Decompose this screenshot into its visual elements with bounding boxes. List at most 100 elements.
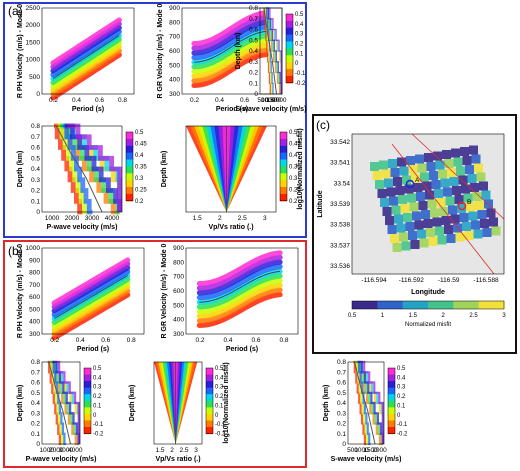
best-profile <box>263 7 277 95</box>
x-tick-label: 3 <box>263 215 267 222</box>
fault-line <box>411 133 505 220</box>
y-tick-label: 700 <box>169 34 180 41</box>
x-tick-label: 1500 <box>267 97 282 104</box>
vpvs-profiles <box>154 362 198 444</box>
y-tick-label: 0 <box>342 441 346 448</box>
map-colorbar-tick: 2 <box>442 313 446 319</box>
map-frame <box>351 133 505 275</box>
y-tick-label: 500 <box>169 62 180 69</box>
colorbar: 0.5 0.45 0.4 0.35 0.3 0.25 0.2 <box>125 130 147 205</box>
x-tick-label: 0.8 <box>265 97 274 104</box>
map-y-label: Latitude <box>317 190 324 217</box>
colorbar-tick: -0.2 <box>295 81 306 87</box>
x-tick-label: 0.6 <box>95 97 104 104</box>
y-axis-label: R GR Velocity (m/s) - Mode 0 <box>161 243 168 338</box>
plot-b-pwave-depth: 1000 2000 3000 4000 P-wave velocity (m/s) 0 0.… <box>8 358 108 466</box>
x-tick-label: 0.4 <box>72 97 81 104</box>
y-tick-label: 0.6 <box>31 145 40 152</box>
y-tick-label: 400 <box>169 77 180 84</box>
y-tick-label: 900 <box>29 257 40 264</box>
x-tick-label: 1000 <box>45 215 60 222</box>
y-tick-label: 0.3 <box>31 177 40 184</box>
x-tick-label: 0.4 <box>76 337 85 344</box>
colorbar-tick: -0.2 <box>93 432 104 438</box>
lat-tick-label: 33.542 <box>330 139 350 146</box>
colorbar-label: log10(Normalized misfit) <box>223 362 230 443</box>
y-tick-label: 0 <box>36 91 40 98</box>
x-axis-label: Period (s) <box>216 106 248 113</box>
x-tick-label: 0.4 <box>223 337 232 344</box>
colorbar-label: log10(Normalized misfit) <box>297 128 304 209</box>
lat-tick-label: 33.538 <box>330 222 350 229</box>
x-tick-label: 4000 <box>105 215 120 222</box>
dispersion-curves <box>196 250 283 328</box>
colorbar-tick: 0.45 <box>135 141 147 147</box>
colorbar-tick: 0 <box>295 61 299 67</box>
y-tick-label: 500 <box>29 306 40 313</box>
lat-tick-label: 33.54 <box>334 180 351 187</box>
marker-a <box>405 179 415 189</box>
plot-b-rph-velocity: 0.2 0.4 0.6 0.8 Period (s) 300 400 500 600 700 800… <box>8 244 150 356</box>
x-tick-label: 2000 <box>49 447 64 454</box>
y-tick-label: 0.7 <box>31 134 40 141</box>
y-tick-label: 0.8 <box>31 123 40 130</box>
x-tick-label: 2.5 <box>238 215 247 222</box>
colorbar-tick: -0.1 <box>215 422 226 428</box>
velocity-profiles <box>47 360 81 446</box>
y-tick-label: 0.2 <box>31 421 40 428</box>
x-tick-label: 0.2 <box>49 97 58 104</box>
colorbar-tick: 0.1 <box>93 403 102 409</box>
colorbar-tick: 0.3 <box>397 385 406 391</box>
colorbar: 0.5 0.4 0.3 0.2 0.1 0 -0.1 -0.2 <box>205 366 226 438</box>
y-tick-label: 0.3 <box>249 59 258 66</box>
colorbar-tick: 0.5 <box>215 366 224 372</box>
map-colorbar-tick: 3 <box>502 313 506 319</box>
plot-area <box>41 125 123 213</box>
plot-b-vpvs-depth: 1.5 2 2.5 3 Vp/Vs ratio (.) Depth (km) 0.5 0.4 0… <box>120 358 230 466</box>
plot-area <box>41 247 145 335</box>
plot-a-pwave-depth: 1000 2000 3000 4000 P-wave velocity (m/s) 0 0.… <box>8 122 150 234</box>
plot-area <box>41 361 81 445</box>
y-axis-label: R PH Velocity (m/s) - Mode 0 <box>17 244 24 338</box>
fault-line <box>391 143 495 275</box>
x-tick-label: 0.4 <box>215 97 224 104</box>
colorbar-tick: 0.4 <box>215 375 224 381</box>
y-tick-label: 0.5 <box>31 155 40 162</box>
colorbar-tick: 0.2 <box>93 394 102 400</box>
x-tick-label: 4000 <box>68 447 83 454</box>
colorbar-tick: 0.2 <box>397 394 406 400</box>
map-colorbar-label: Normalized misfit <box>405 322 451 328</box>
y-tick-label: 0.5 <box>337 390 346 397</box>
best-profile <box>48 361 71 445</box>
y-tick-label: 0.8 <box>249 5 258 12</box>
map-normalized-misfit: A B 33.542 33.541 33.54 33.539 33.538 33.537 33.… <box>314 130 514 352</box>
colorbar-tick: -0.1 <box>295 71 306 77</box>
y-tick-label: 300 <box>169 91 180 98</box>
x-tick-label: 2 <box>218 215 222 222</box>
map-colorbar-tick: 2.5 <box>469 313 478 319</box>
colorbar-tick: 0.35 <box>135 164 147 170</box>
x-tick-label: 2 <box>170 447 174 454</box>
colorbar-tick: 0 <box>93 413 97 419</box>
colorbar-tick: 0.5 <box>135 130 144 136</box>
x-tick-label: 1000 <box>354 447 369 454</box>
y-tick-label: 300 <box>29 331 40 338</box>
x-tick-label: 0.2 <box>50 337 59 344</box>
colorbar-tick: 0.3 <box>215 385 224 391</box>
plot-b-swave-depth: 500 1000 1500 2000 S-wave velocity (m/s) 0 0.1… <box>314 358 412 466</box>
x-tick-label: 3 <box>194 447 198 454</box>
y-tick-label: 300 <box>173 331 184 338</box>
label-a: (a) <box>8 4 23 18</box>
colorbar-tick: -0.2 <box>397 432 408 438</box>
x-axis-label: Vp/Vs ratio (.) <box>208 224 253 231</box>
x-tick-label: 0.8 <box>279 337 288 344</box>
y-tick-label: 1500 <box>26 39 41 46</box>
plot-a-swave-depth: 500 1000 1500 2000 S-wave velocity (m/s) 0 0.1… <box>226 4 310 116</box>
x-tick-label: 0.6 <box>101 337 110 344</box>
y-tick-label: 0.7 <box>249 16 258 23</box>
velocity-profiles <box>263 7 282 95</box>
colorbar-tick: 0.3 <box>135 176 144 182</box>
y-tick-label: 700 <box>173 274 184 281</box>
label-b: (b) <box>8 244 23 258</box>
colorbar-tick: 0.45 <box>289 141 301 147</box>
